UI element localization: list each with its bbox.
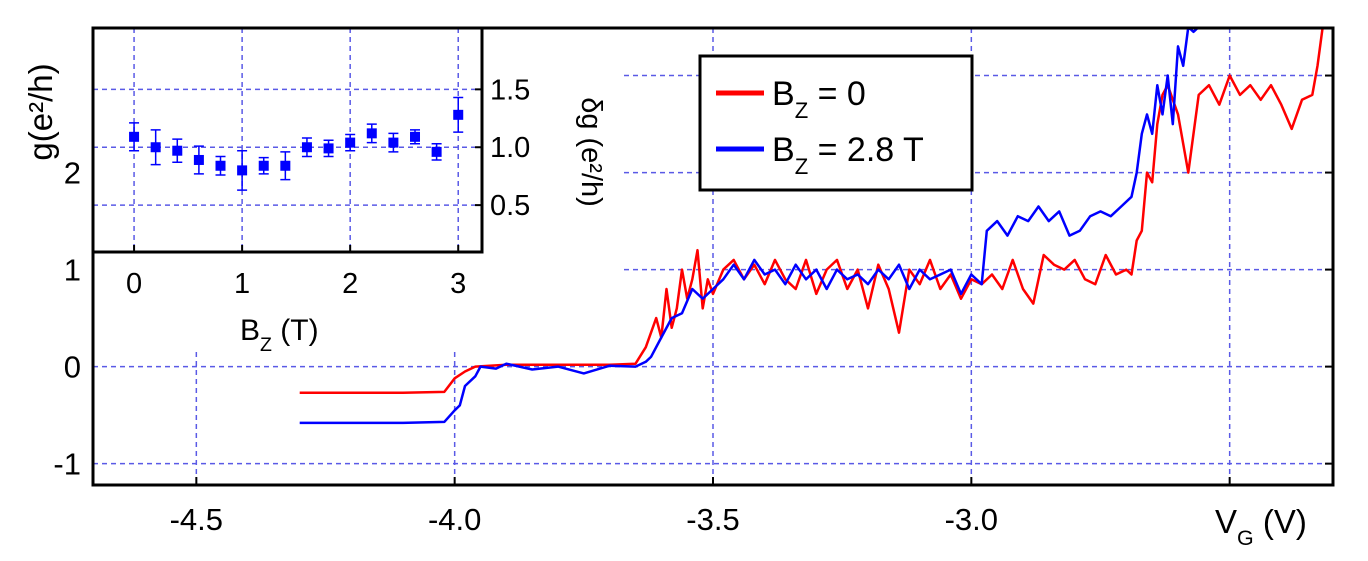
point <box>431 146 442 157</box>
x-tick-label: -4.0 <box>428 502 481 537</box>
error-point <box>172 138 183 164</box>
y-tick-label: 2 <box>64 156 81 191</box>
legend-label-sub: Z <box>795 154 809 179</box>
inset-x-axis-label: BZ (T) <box>240 314 319 356</box>
point <box>129 131 140 142</box>
inset-y-axis-label: δg (e²/h) <box>575 97 607 207</box>
x-tick-label: -3.5 <box>686 502 739 537</box>
legend-label-part: B <box>772 131 795 169</box>
error-point <box>410 129 421 145</box>
error-point <box>258 156 269 175</box>
point <box>388 137 399 148</box>
inset-x-tick-label: 0 <box>126 268 142 300</box>
legend-label-part: = 0 <box>808 75 866 113</box>
error-point <box>193 145 204 175</box>
point <box>150 142 161 153</box>
point <box>453 109 464 120</box>
y-tick-label: -1 <box>53 447 81 482</box>
point <box>366 128 377 139</box>
legend-label-part: = 2.8 T <box>808 131 924 169</box>
error-point <box>453 96 464 133</box>
inset-y-tick-label: 0.5 <box>490 190 530 222</box>
point <box>258 160 269 171</box>
point <box>280 160 291 171</box>
inset-y-tick-label: 1.5 <box>490 74 530 106</box>
point <box>215 160 226 171</box>
inset-x-axis-label-sub: Z <box>260 334 272 356</box>
x-axis-label: VG (V) <box>1215 503 1307 550</box>
point <box>172 145 183 156</box>
data-line <box>299 28 1324 395</box>
point <box>323 143 334 154</box>
error-point <box>366 123 377 144</box>
inset-x-tick-label: 1 <box>234 268 250 300</box>
inset-y-tick-label: 1.0 <box>490 132 530 164</box>
x-tick-label: -3.0 <box>945 502 998 537</box>
error-point <box>323 139 334 158</box>
point <box>193 154 204 165</box>
point <box>237 165 248 176</box>
legend-label-part: B <box>772 75 795 113</box>
legend-label: BZ = 2.8 T <box>772 131 924 179</box>
point <box>410 131 421 142</box>
error-point <box>237 149 248 191</box>
error-point <box>388 132 399 153</box>
legend-label-sub: Z <box>795 98 809 123</box>
point <box>301 142 312 153</box>
error-point <box>129 122 140 152</box>
inset-x-axis-label-part: (T) <box>272 314 319 347</box>
y-axis-label: g(e²/h) <box>22 63 59 160</box>
error-point <box>150 129 161 166</box>
inset-background <box>93 28 482 252</box>
inset-x-tick-label: 2 <box>342 268 358 300</box>
x-axis-label-sub: G <box>1237 526 1254 550</box>
point <box>345 137 356 148</box>
error-point <box>431 143 442 161</box>
error-point <box>345 133 356 152</box>
y-tick-label: 0 <box>64 350 81 385</box>
error-point <box>301 137 312 158</box>
legend-box <box>698 54 974 192</box>
x-axis-label-part: V <box>1215 503 1237 540</box>
error-point <box>280 151 291 181</box>
inset-x-axis-label-part: B <box>240 314 260 347</box>
x-tick-label: -4.5 <box>170 502 223 537</box>
x-axis-label-part: (V) <box>1254 503 1307 540</box>
legend-label: BZ = 0 <box>772 75 866 123</box>
data-line <box>299 28 1200 425</box>
y-tick-label: 1 <box>64 253 81 288</box>
inset-frame <box>91 26 484 254</box>
inset-x-tick-label: 3 <box>450 268 466 300</box>
error-point <box>215 155 226 176</box>
